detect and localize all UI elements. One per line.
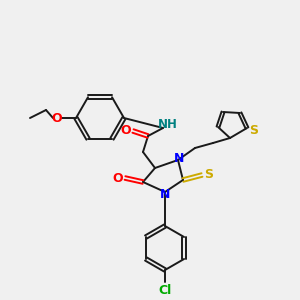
Text: O: O (121, 124, 131, 137)
Text: O: O (113, 172, 123, 184)
Text: N: N (174, 152, 184, 164)
Text: Cl: Cl (158, 284, 172, 296)
Text: S: S (250, 124, 259, 136)
Text: S: S (205, 169, 214, 182)
Text: N: N (160, 188, 170, 202)
Text: O: O (52, 112, 62, 125)
Text: NH: NH (158, 118, 178, 131)
